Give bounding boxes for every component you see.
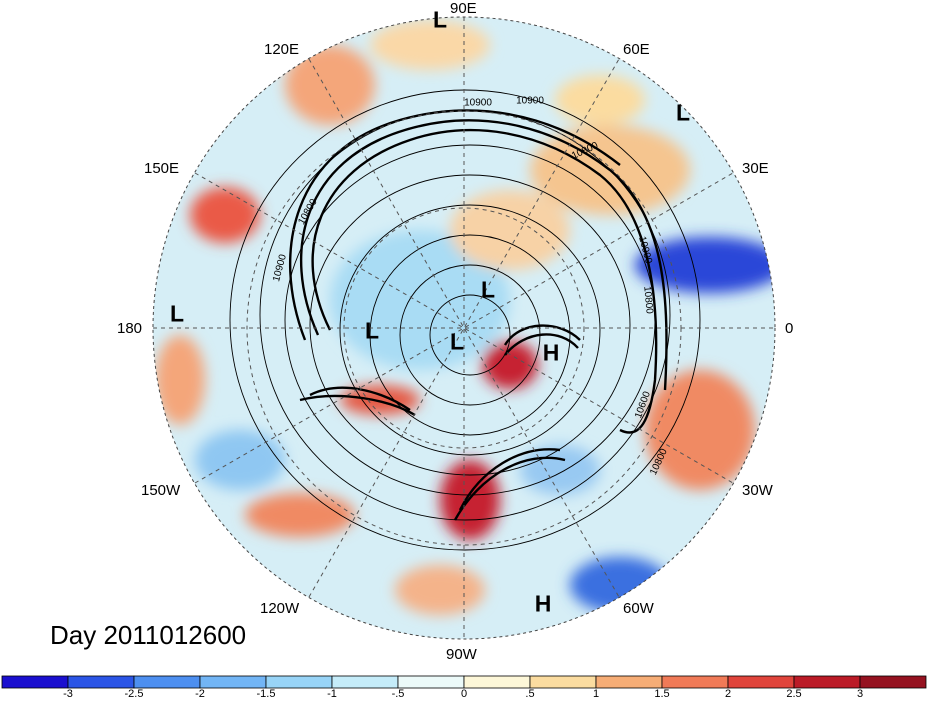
colorbar-tick-label: -1	[327, 688, 337, 700]
lon-label-90e: 90E	[450, 0, 477, 17]
colorbar-tick-label: 2	[724, 688, 732, 700]
graticule	[153, 17, 775, 639]
colorbar-swatch	[595, 675, 663, 689]
lon-label-120e: 120E	[264, 41, 300, 58]
lon-label-30w: 30W	[742, 482, 773, 499]
colorbar-swatch	[397, 675, 465, 689]
colorbar-tick-label: 3	[856, 688, 864, 700]
lon-label-150e: 150E	[144, 160, 180, 177]
colorbar-swatch	[529, 675, 597, 689]
colorbar-swatch	[199, 675, 267, 689]
low-center-marker: L	[449, 328, 465, 355]
map-title: Day 2011012600	[50, 620, 247, 650]
colorbar-swatch	[331, 675, 399, 689]
low-center-marker: L	[675, 99, 691, 126]
lon-label-90w: 90W	[446, 646, 477, 663]
contour-label: 10900	[516, 95, 544, 107]
colorbar-swatch	[265, 675, 333, 689]
lon-label-0: 0	[785, 320, 794, 337]
lon-label-180: 180	[117, 320, 143, 337]
colorbar-swatch	[793, 675, 861, 689]
colorbar-tick-label: -1.5	[256, 688, 276, 700]
colorbar-tick-label: 1	[592, 688, 600, 700]
colorbar-tick-label: -2	[195, 688, 205, 700]
colorbar-swatch	[1, 675, 69, 689]
contour-label: 10900	[464, 97, 492, 109]
colorbar-tick-label: 0	[460, 688, 468, 700]
lon-label-30e: 30E	[742, 160, 769, 177]
low-center-marker: L	[364, 317, 380, 344]
contour-label: 10800	[641, 285, 655, 315]
colorbar-swatch	[859, 675, 927, 689]
colorbar-tick-label: 1.5	[654, 688, 670, 700]
low-center-marker: L	[480, 276, 496, 303]
lon-label-60w: 60W	[623, 600, 654, 617]
colorbar-tick-label: 2.5	[786, 688, 802, 700]
low-center-marker: L	[169, 300, 185, 327]
colorbar-swatch	[67, 675, 135, 689]
lon-label-120w: 120W	[260, 600, 300, 617]
colorbar-tick-label: -3	[63, 688, 73, 700]
colorbar-swatch	[661, 675, 729, 689]
colorbar-swatch	[133, 675, 201, 689]
lon-label-150w: 150W	[141, 482, 181, 499]
colorbar-tick-label: -2.5	[124, 688, 144, 700]
colorbar	[1, 675, 927, 689]
lon-label-60e: 60E	[623, 41, 650, 58]
high-center-marker: H	[542, 339, 560, 366]
colorbar-swatch	[727, 675, 795, 689]
high-center-marker: H	[534, 590, 552, 617]
map-boundary	[152, 16, 776, 640]
low-center-marker: L	[432, 6, 448, 33]
jet-contours	[288, 109, 668, 521]
colorbar-swatch	[463, 675, 531, 689]
colorbar-tick-label: -.5	[391, 688, 405, 700]
colorbar-tick-label: .5	[525, 688, 535, 700]
